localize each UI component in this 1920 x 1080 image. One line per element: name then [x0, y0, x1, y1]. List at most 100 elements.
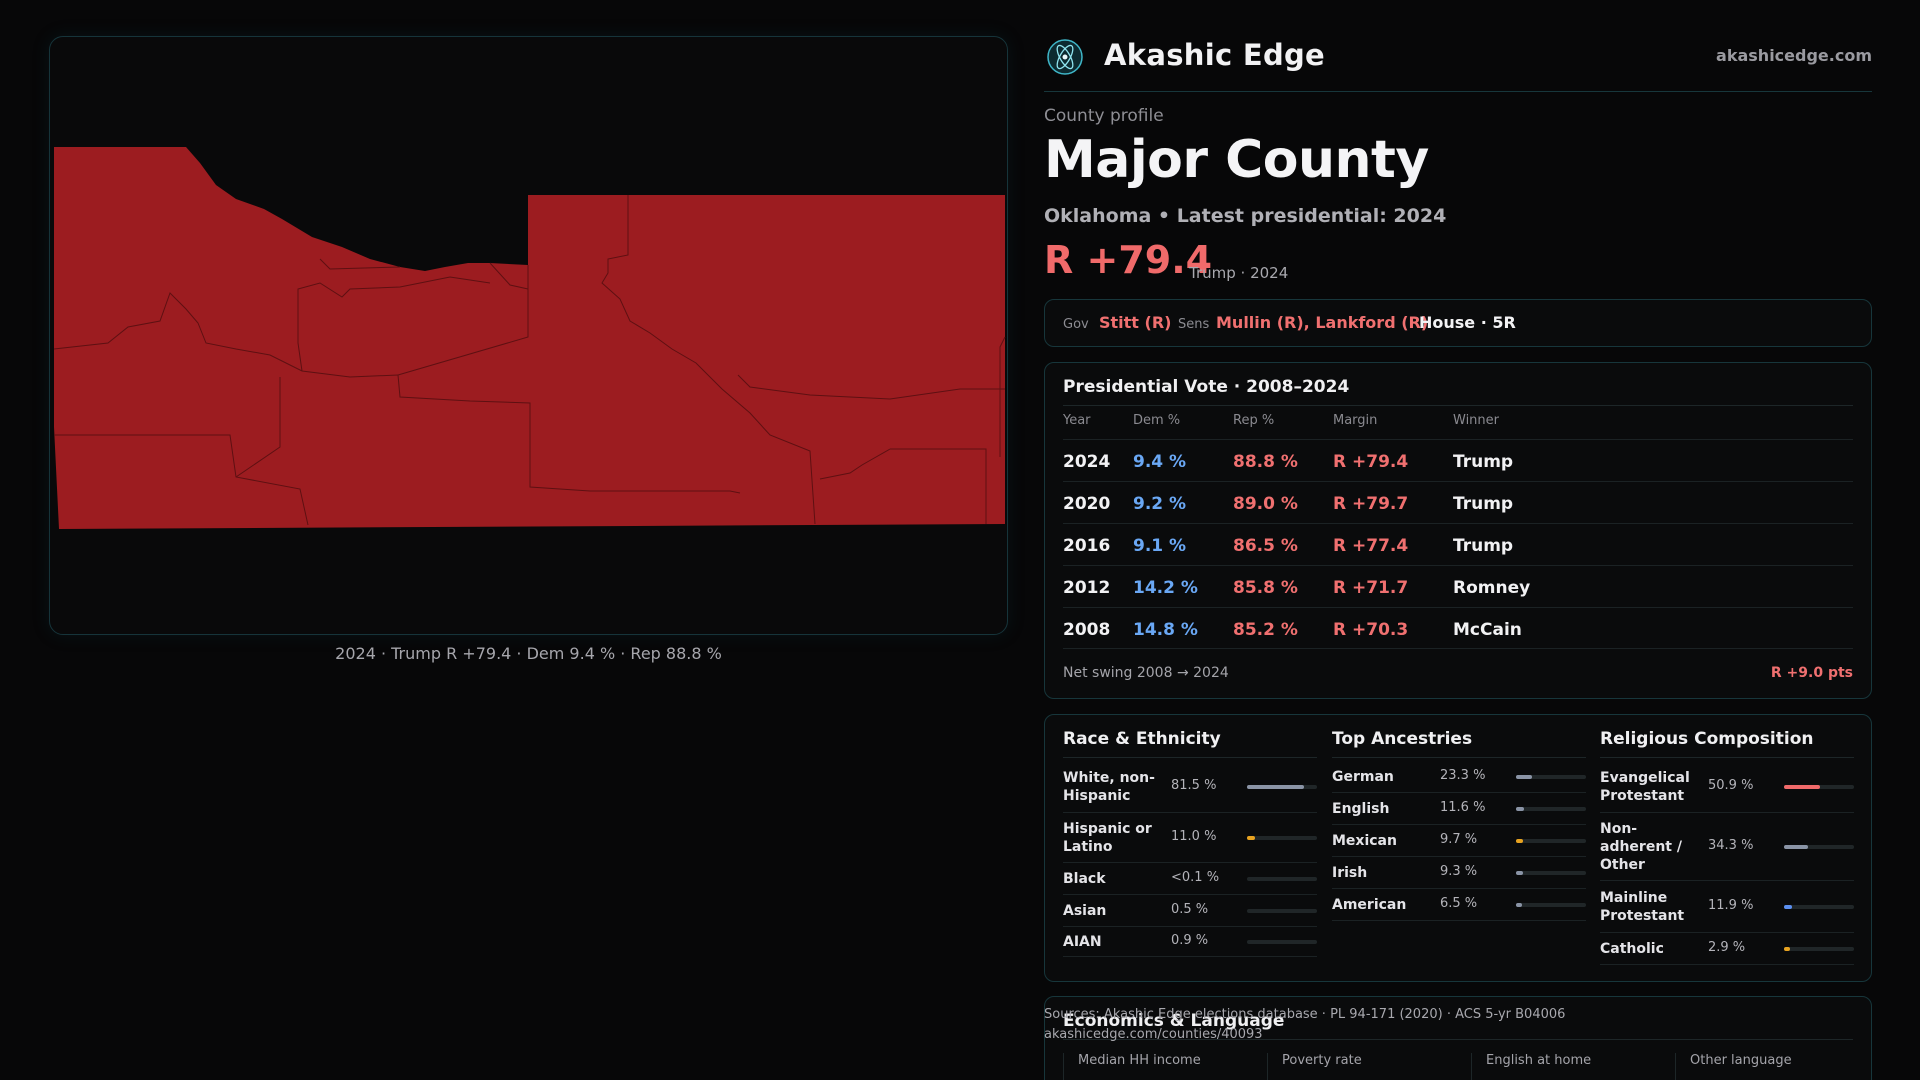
item-value: 11.0 % — [1171, 829, 1217, 844]
county-shape — [54, 147, 1005, 529]
divider — [1600, 757, 1854, 758]
item-label: Mainline Protestant — [1600, 890, 1685, 924]
progress-bar — [1516, 807, 1586, 811]
list-item: Evangelical Protestant 50.9 % — [1600, 761, 1854, 813]
econ-cell-poverty: Poverty rate — [1267, 1053, 1467, 1080]
econ-cell-other-language: Other language — [1675, 1053, 1875, 1080]
progress-fill — [1516, 807, 1525, 811]
county-line — [999, 336, 1006, 457]
county-line — [54, 434, 309, 526]
progress-bar — [1516, 839, 1586, 843]
race-title: Race & Ethnicity — [1063, 729, 1221, 749]
row-rep: 86.5 % — [1233, 536, 1298, 556]
header: Akashic Edge akashicedge.com — [1044, 36, 1872, 92]
row-rep: 89.0 % — [1233, 494, 1298, 514]
item-label: American — [1332, 897, 1407, 913]
religion-column: Religious Composition Evangelical Protes… — [1600, 715, 1854, 983]
row-year: 2024 — [1063, 452, 1111, 472]
progress-fill — [1784, 845, 1808, 849]
presidential-vote-card: Presidential Vote · 2008–2024 Year Dem %… — [1044, 362, 1872, 699]
row-year: 2016 — [1063, 536, 1111, 556]
economics-card: Economics & Language Median HH income Po… — [1044, 996, 1872, 1080]
item-label: Mexican — [1332, 833, 1397, 849]
county-line — [890, 448, 987, 524]
econ-cell-income: Median HH income — [1063, 1053, 1263, 1080]
county-line — [489, 262, 529, 290]
row-margin: R +71.7 — [1333, 578, 1409, 598]
col-header-dem: Dem % — [1133, 413, 1181, 428]
row-year: 2008 — [1063, 620, 1111, 640]
demographics-card: Race & Ethnicity White, non-Hispanic 81.5… — [1044, 714, 1872, 982]
table-row: 2012 14.2 % 85.8 % R +71.7 Romney — [1063, 565, 1853, 607]
list-item: German 23.3 % — [1332, 761, 1586, 793]
page-title: Major County — [1044, 130, 1429, 190]
row-dem: 9.1 % — [1133, 536, 1187, 556]
item-value: 11.9 % — [1708, 898, 1754, 913]
list-item: Asian 0.5 % — [1063, 895, 1317, 927]
sources-line: Sources: Akashic Edge elections database… — [1044, 1007, 1566, 1022]
county-line — [601, 195, 816, 525]
brand-name[interactable]: Akashic Edge — [1104, 38, 1326, 72]
item-label: Non-adherent / Other — [1600, 821, 1682, 873]
row-winner: Trump — [1453, 494, 1514, 514]
row-year: 2012 — [1063, 578, 1111, 598]
row-rep: 85.2 % — [1233, 620, 1298, 640]
row-year: 2020 — [1063, 494, 1111, 514]
site-link[interactable]: akashicedge.com — [1716, 46, 1872, 65]
gov-label: Gov — [1063, 317, 1089, 332]
row-winner: Trump — [1453, 536, 1514, 556]
item-value: 50.9 % — [1708, 778, 1754, 793]
item-value: 9.3 % — [1440, 864, 1478, 879]
swing-label: Net swing 2008 → 2024 — [1063, 665, 1229, 681]
item-label: AIAN — [1063, 934, 1102, 950]
table-row: 2024 9.4 % 88.8 % R +79.4 Trump — [1063, 439, 1853, 481]
item-label: Asian — [1063, 903, 1107, 919]
econ-cell-english: English at home — [1471, 1053, 1671, 1080]
item-label: Irish — [1332, 865, 1368, 881]
row-margin: R +77.4 — [1333, 536, 1409, 556]
officials-card: Gov Stitt (R) Sens Mullin (R), Lankford … — [1044, 299, 1872, 347]
col-header-winner: Winner — [1453, 413, 1500, 428]
sources-url[interactable]: akashicedge.com/counties/40093 — [1044, 1027, 1263, 1042]
econ-label: Poverty rate — [1282, 1053, 1362, 1068]
list-item: Mainline Protestant 11.9 % — [1600, 881, 1854, 933]
progress-fill — [1247, 836, 1255, 840]
item-label: Catholic — [1600, 941, 1664, 957]
county-line — [397, 265, 741, 494]
item-label: German — [1332, 769, 1394, 785]
progress-fill — [1516, 903, 1522, 907]
progress-bar — [1247, 940, 1317, 944]
divider — [1332, 757, 1586, 758]
item-value: 6.5 % — [1440, 896, 1478, 911]
progress-bar — [1247, 785, 1317, 789]
progress-bar — [1247, 836, 1317, 840]
progress-fill — [1784, 785, 1820, 789]
progress-bar — [1784, 947, 1854, 951]
item-label: Black — [1063, 871, 1106, 887]
divider — [1063, 405, 1853, 406]
county-line — [235, 377, 281, 478]
atom-icon[interactable] — [1046, 38, 1084, 76]
row-dem: 14.2 % — [1133, 578, 1198, 598]
headline-margin: R +79.4 — [1044, 238, 1213, 282]
table-row: 2016 9.1 % 86.5 % R +77.4 Trump — [1063, 523, 1853, 565]
county-line — [819, 448, 891, 480]
item-value: 0.5 % — [1171, 902, 1209, 917]
county-map[interactable] — [50, 37, 1009, 636]
item-label: Hispanic or Latino — [1063, 821, 1152, 855]
item-label: White, non-Hispanic — [1063, 770, 1155, 804]
ancestries-column: Top Ancestries German 23.3 % English 11.6 %… — [1332, 715, 1586, 983]
progress-bar — [1516, 903, 1586, 907]
list-item: Mexican 9.7 % — [1332, 825, 1586, 857]
progress-fill — [1516, 775, 1533, 779]
progress-fill — [1516, 839, 1523, 843]
profile-label: County profile — [1044, 106, 1164, 126]
item-label: Evangelical Protestant — [1600, 770, 1690, 804]
row-margin: R +79.4 — [1333, 452, 1409, 472]
county-line — [297, 276, 491, 372]
col-header-rep: Rep % — [1233, 413, 1275, 428]
row-margin: R +79.7 — [1333, 494, 1409, 514]
row-rep: 85.8 % — [1233, 578, 1298, 598]
item-value: 11.6 % — [1440, 800, 1486, 815]
divider — [1063, 1039, 1853, 1040]
